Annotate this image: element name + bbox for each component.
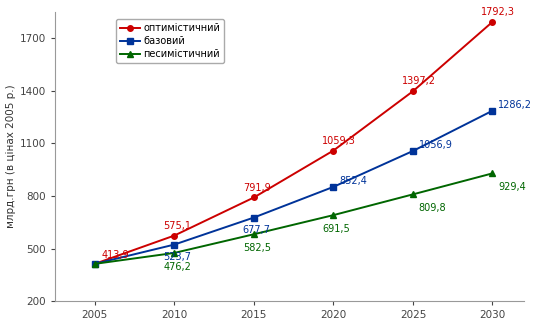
Line: оптимістичний: оптимістичний xyxy=(92,19,495,267)
Text: 809,8: 809,8 xyxy=(419,203,446,213)
оптимістичний xyxy=(489,20,496,24)
оптимістичний xyxy=(171,234,177,238)
базовий xyxy=(330,185,337,189)
песимістичний xyxy=(91,262,98,266)
базовий xyxy=(410,149,416,153)
оптимістичний xyxy=(330,149,337,153)
Line: базовий: базовий xyxy=(92,108,495,267)
Text: 575,1: 575,1 xyxy=(163,221,191,230)
базовий xyxy=(250,215,257,219)
оптимістичний xyxy=(250,196,257,200)
Text: 1056,9: 1056,9 xyxy=(419,140,452,150)
Text: 791,9: 791,9 xyxy=(243,183,270,193)
Text: 691,5: 691,5 xyxy=(322,224,350,234)
песимістичний xyxy=(171,251,177,255)
базовий xyxy=(489,109,496,113)
Text: 1059,3: 1059,3 xyxy=(322,136,356,146)
Text: 1286,2: 1286,2 xyxy=(498,100,532,110)
базовий xyxy=(171,243,177,246)
Text: 413,9: 413,9 xyxy=(102,250,129,260)
оптимістичний xyxy=(410,89,416,93)
Y-axis label: млрд.грн (в цінах 2005 р.): млрд.грн (в цінах 2005 р.) xyxy=(5,85,16,229)
Text: 523,7: 523,7 xyxy=(163,252,191,262)
Text: 582,5: 582,5 xyxy=(243,243,270,253)
песимістичний xyxy=(489,171,496,175)
оптимістичний xyxy=(91,262,98,266)
песимістичний xyxy=(330,213,337,217)
песимістичний xyxy=(250,232,257,236)
Legend: оптимістичний, базовий, песимістичний: оптимістичний, базовий, песимістичний xyxy=(116,20,224,63)
Text: 1397,2: 1397,2 xyxy=(402,76,436,86)
Text: 929,4: 929,4 xyxy=(498,182,526,192)
Text: 852,4: 852,4 xyxy=(339,176,367,186)
Text: 476,2: 476,2 xyxy=(163,261,191,272)
Text: 1792,3: 1792,3 xyxy=(481,7,516,17)
базовий xyxy=(91,262,98,266)
песимістичний xyxy=(410,192,416,196)
Text: 677,7: 677,7 xyxy=(243,225,270,235)
Line: песимістичний: песимістичний xyxy=(92,170,495,267)
